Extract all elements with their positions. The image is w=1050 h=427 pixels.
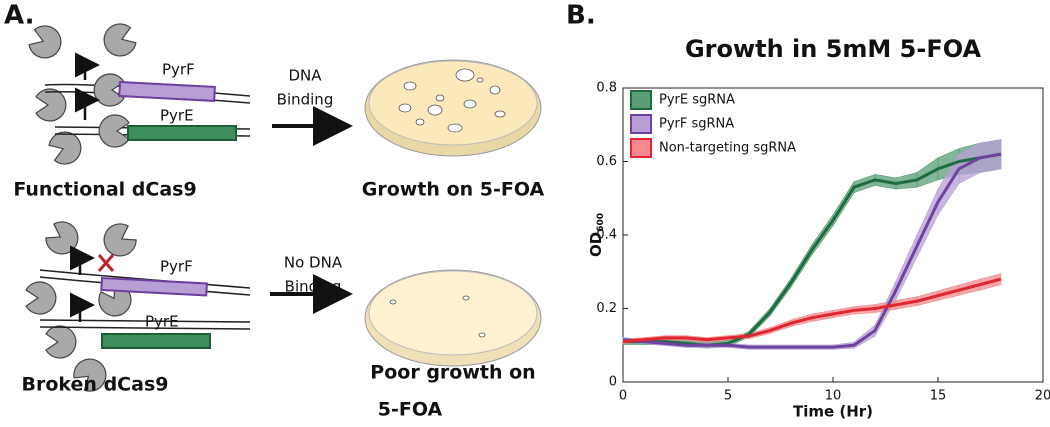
arrow-label: No DNA [284,254,343,272]
x-tick-label: 10 [825,389,842,404]
arrow-label: DNA [288,67,322,85]
panel-label: B. [566,1,596,31]
series-line [622,277,1002,344]
bottom-diagram: PyrF PyrE No DNA Binding Broken dCas9 Po… [22,216,542,421]
arrow-label: Binding [285,278,342,296]
caption: Functional dCas9 [13,179,196,201]
arrow-label: Binding [277,91,334,109]
gene-label: PyrF [160,258,193,276]
error-band [916,157,939,188]
y-tick-label: 0.6 [596,154,617,169]
y-axis-label-subscript: 600 [596,213,606,232]
series-line [622,152,1002,349]
legend-swatch [630,114,652,134]
y-tick-label: 0.2 [596,301,617,316]
top-diagram: PyrF PyrE DNA Binding Functional dCas9 G… [13,19,545,201]
growth-chart: Growth in 5mM 5-FOA 0 5 10 15 20 0 0.2 0.4 0.6 0.8… [587,35,1050,421]
y-tick-label: 0 [609,375,617,390]
caption: Poor growth on [370,362,535,384]
gene-label: PyrF [162,61,195,79]
x-tick-label: 5 [724,389,732,404]
y-axis-label: OD600 [587,213,606,257]
legend-label: PyrF sgRNA [659,117,734,132]
x-tick-label: 15 [930,389,947,404]
panel-label: A. [4,1,34,31]
y-tick-label: 0.4 [596,228,617,243]
caption: 5-FOA [378,399,443,421]
legend-swatch [630,90,652,110]
y-axis-label-main: OD [587,232,605,257]
legend-label: Non-targeting sgRNA [659,141,796,156]
legend-label: PyrE sgRNA [659,93,735,108]
chart-title: Growth in 5mM 5-FOA [685,35,982,63]
gene-label: PyrE [160,107,194,125]
x-axis-label: Time (Hr) [793,403,873,421]
x-tick-label: 0 [619,389,627,404]
y-tick-label: 0.8 [596,81,617,96]
legend-swatch [630,138,652,158]
x-tick-label: 20 [1035,389,1050,404]
gene-label: PyrE [145,313,179,331]
caption: Growth on 5-FOA [362,179,545,201]
series-line [623,152,1002,347]
caption: Broken dCas9 [22,374,169,396]
